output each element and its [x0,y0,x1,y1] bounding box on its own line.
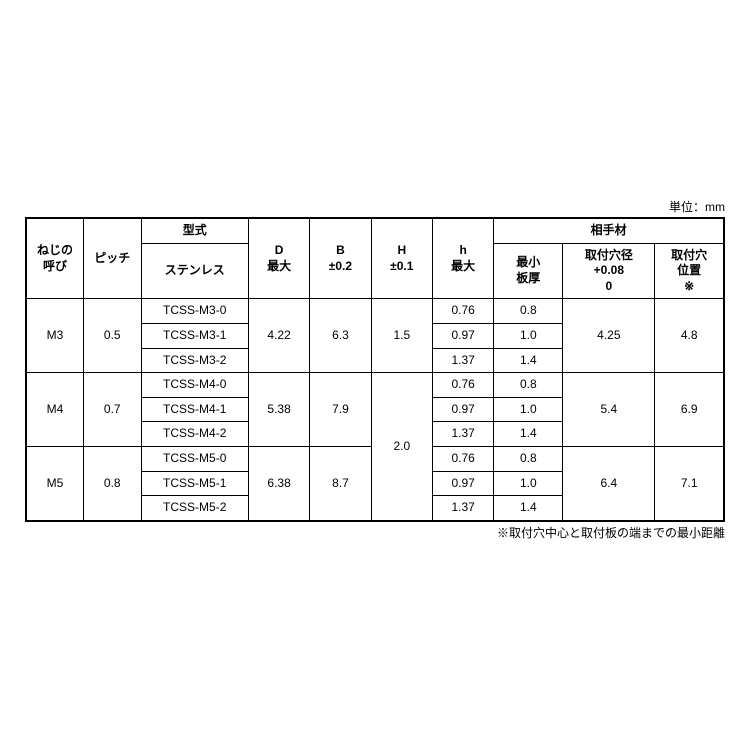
table-row: M30.5TCSS-M3-04.226.31.50.760.84.254.8 [26,299,724,324]
cell-b: 7.9 [310,373,371,447]
cell-hole-dia: 5.4 [563,373,655,447]
cell-h-upper: 1.5 [371,299,432,373]
cell-min-thk: 1.4 [494,422,563,447]
header-min-thk: 最小板厚 [494,243,563,299]
cell-min-thk: 0.8 [494,373,563,398]
header-screw: ねじの呼び [26,218,84,299]
cell-pitch: 0.5 [84,299,142,373]
cell-hole-pos: 7.1 [655,446,724,520]
cell-d: 5.38 [248,373,309,447]
cell-h-lower: 0.76 [432,299,493,324]
cell-b: 8.7 [310,446,371,520]
cell-b: 6.3 [310,299,371,373]
cell-hole-dia: 6.4 [563,446,655,520]
header-b: B±0.2 [310,218,371,299]
cell-h-lower: 0.97 [432,471,493,496]
cell-model: TCSS-M4-0 [141,373,248,398]
cell-d: 4.22 [248,299,309,373]
cell-h-lower: 0.97 [432,397,493,422]
cell-h-lower: 0.76 [432,373,493,398]
header-pitch: ピッチ [84,218,142,299]
header-mating-group: 相手材 [494,218,724,243]
cell-h-upper-span: 2.0 [371,373,432,521]
cell-min-thk: 1.4 [494,348,563,373]
cell-h-lower: 1.37 [432,422,493,447]
cell-min-thk: 1.0 [494,397,563,422]
spec-table: ねじの呼び ピッチ 型式 D最大 B±0.2 H±0.1 h最大 相手材 ステン… [25,217,725,522]
cell-model: TCSS-M5-0 [141,446,248,471]
cell-model: TCSS-M3-1 [141,323,248,348]
cell-min-thk: 1.0 [494,471,563,496]
header-h-upper: H±0.1 [371,218,432,299]
cell-min-thk: 1.4 [494,496,563,521]
cell-min-thk: 0.8 [494,299,563,324]
cell-hole-pos: 6.9 [655,373,724,447]
cell-h-lower: 1.37 [432,496,493,521]
header-d: D最大 [248,218,309,299]
cell-hole-pos: 4.8 [655,299,724,373]
cell-model: TCSS-M5-2 [141,496,248,521]
cell-min-thk: 0.8 [494,446,563,471]
cell-model: TCSS-M4-1 [141,397,248,422]
unit-label: 単位：mm [25,198,725,215]
header-model-sub: ステンレス [141,243,248,299]
cell-pitch: 0.7 [84,373,142,447]
header-model-group: 型式 [141,218,248,243]
cell-model: TCSS-M5-1 [141,471,248,496]
footnote: ※取付穴中心と取付板の端までの最小距離 [25,524,725,541]
cell-h-lower: 0.97 [432,323,493,348]
header-hole-pos: 取付穴位置※ [655,243,724,299]
cell-model: TCSS-M3-0 [141,299,248,324]
cell-model: TCSS-M3-2 [141,348,248,373]
cell-pitch: 0.8 [84,446,142,520]
header-hole-dia: 取付穴径+0.080 [563,243,655,299]
cell-screw: M3 [26,299,84,373]
cell-model: TCSS-M4-2 [141,422,248,447]
cell-screw: M5 [26,446,84,520]
table-row: M40.7TCSS-M4-05.387.92.00.760.85.46.9 [26,373,724,398]
cell-h-lower: 0.76 [432,446,493,471]
cell-hole-dia: 4.25 [563,299,655,373]
cell-d: 6.38 [248,446,309,520]
cell-min-thk: 1.0 [494,323,563,348]
cell-h-lower: 1.37 [432,348,493,373]
header-h-lower: h最大 [432,218,493,299]
cell-screw: M4 [26,373,84,447]
